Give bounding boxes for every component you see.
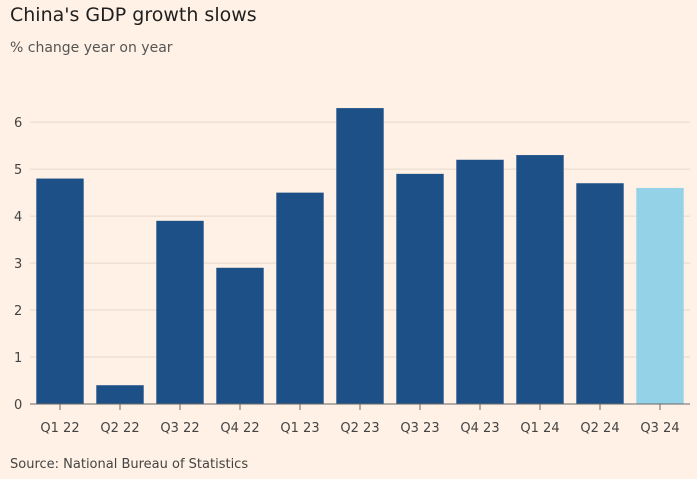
x-axis — [30, 403, 690, 410]
y-tick-label: 1 — [14, 351, 22, 366]
bar — [516, 155, 564, 404]
bar — [276, 192, 324, 404]
chart-subtitle: % change year on year — [10, 40, 173, 56]
source-note: Source: National Bureau of Statistics — [10, 457, 249, 472]
bar — [156, 220, 204, 404]
x-tick-label: Q1 24 — [520, 421, 559, 436]
bar — [636, 187, 684, 404]
x-tick-label: Q2 24 — [580, 421, 619, 436]
x-tick-label: Q3 22 — [160, 421, 199, 436]
bar — [216, 267, 264, 404]
bar — [96, 385, 144, 404]
bar — [336, 108, 384, 404]
x-tick-label: Q3 23 — [400, 421, 439, 436]
chart-title: China's GDP growth slows — [10, 4, 257, 26]
bars — [36, 108, 684, 404]
y-tick-label: 6 — [14, 116, 22, 131]
y-tick-label: 5 — [14, 163, 22, 178]
y-tick-label: 0 — [14, 398, 22, 413]
x-tick-label: Q1 23 — [280, 421, 319, 436]
bar — [396, 173, 444, 404]
x-tick-label: Q4 23 — [460, 421, 499, 436]
y-tick-label: 4 — [14, 210, 22, 225]
tick-labels: 0 1 2 3 4 5 6 Q1 22 Q2 22 Q3 22 Q4 22 Q1 23 Q2 23 Q3 … — [14, 116, 680, 436]
x-tick-label: Q3 24 — [640, 421, 679, 436]
bar — [36, 178, 84, 404]
y-tick-label: 3 — [14, 257, 22, 272]
bar — [576, 183, 624, 404]
x-tick-label: Q1 22 — [40, 421, 79, 436]
bar — [456, 159, 504, 404]
x-tick-label: Q2 22 — [100, 421, 139, 436]
y-tick-label: 2 — [14, 304, 22, 319]
x-tick-label: Q4 22 — [220, 421, 259, 436]
x-tick-label: Q2 23 — [340, 421, 379, 436]
